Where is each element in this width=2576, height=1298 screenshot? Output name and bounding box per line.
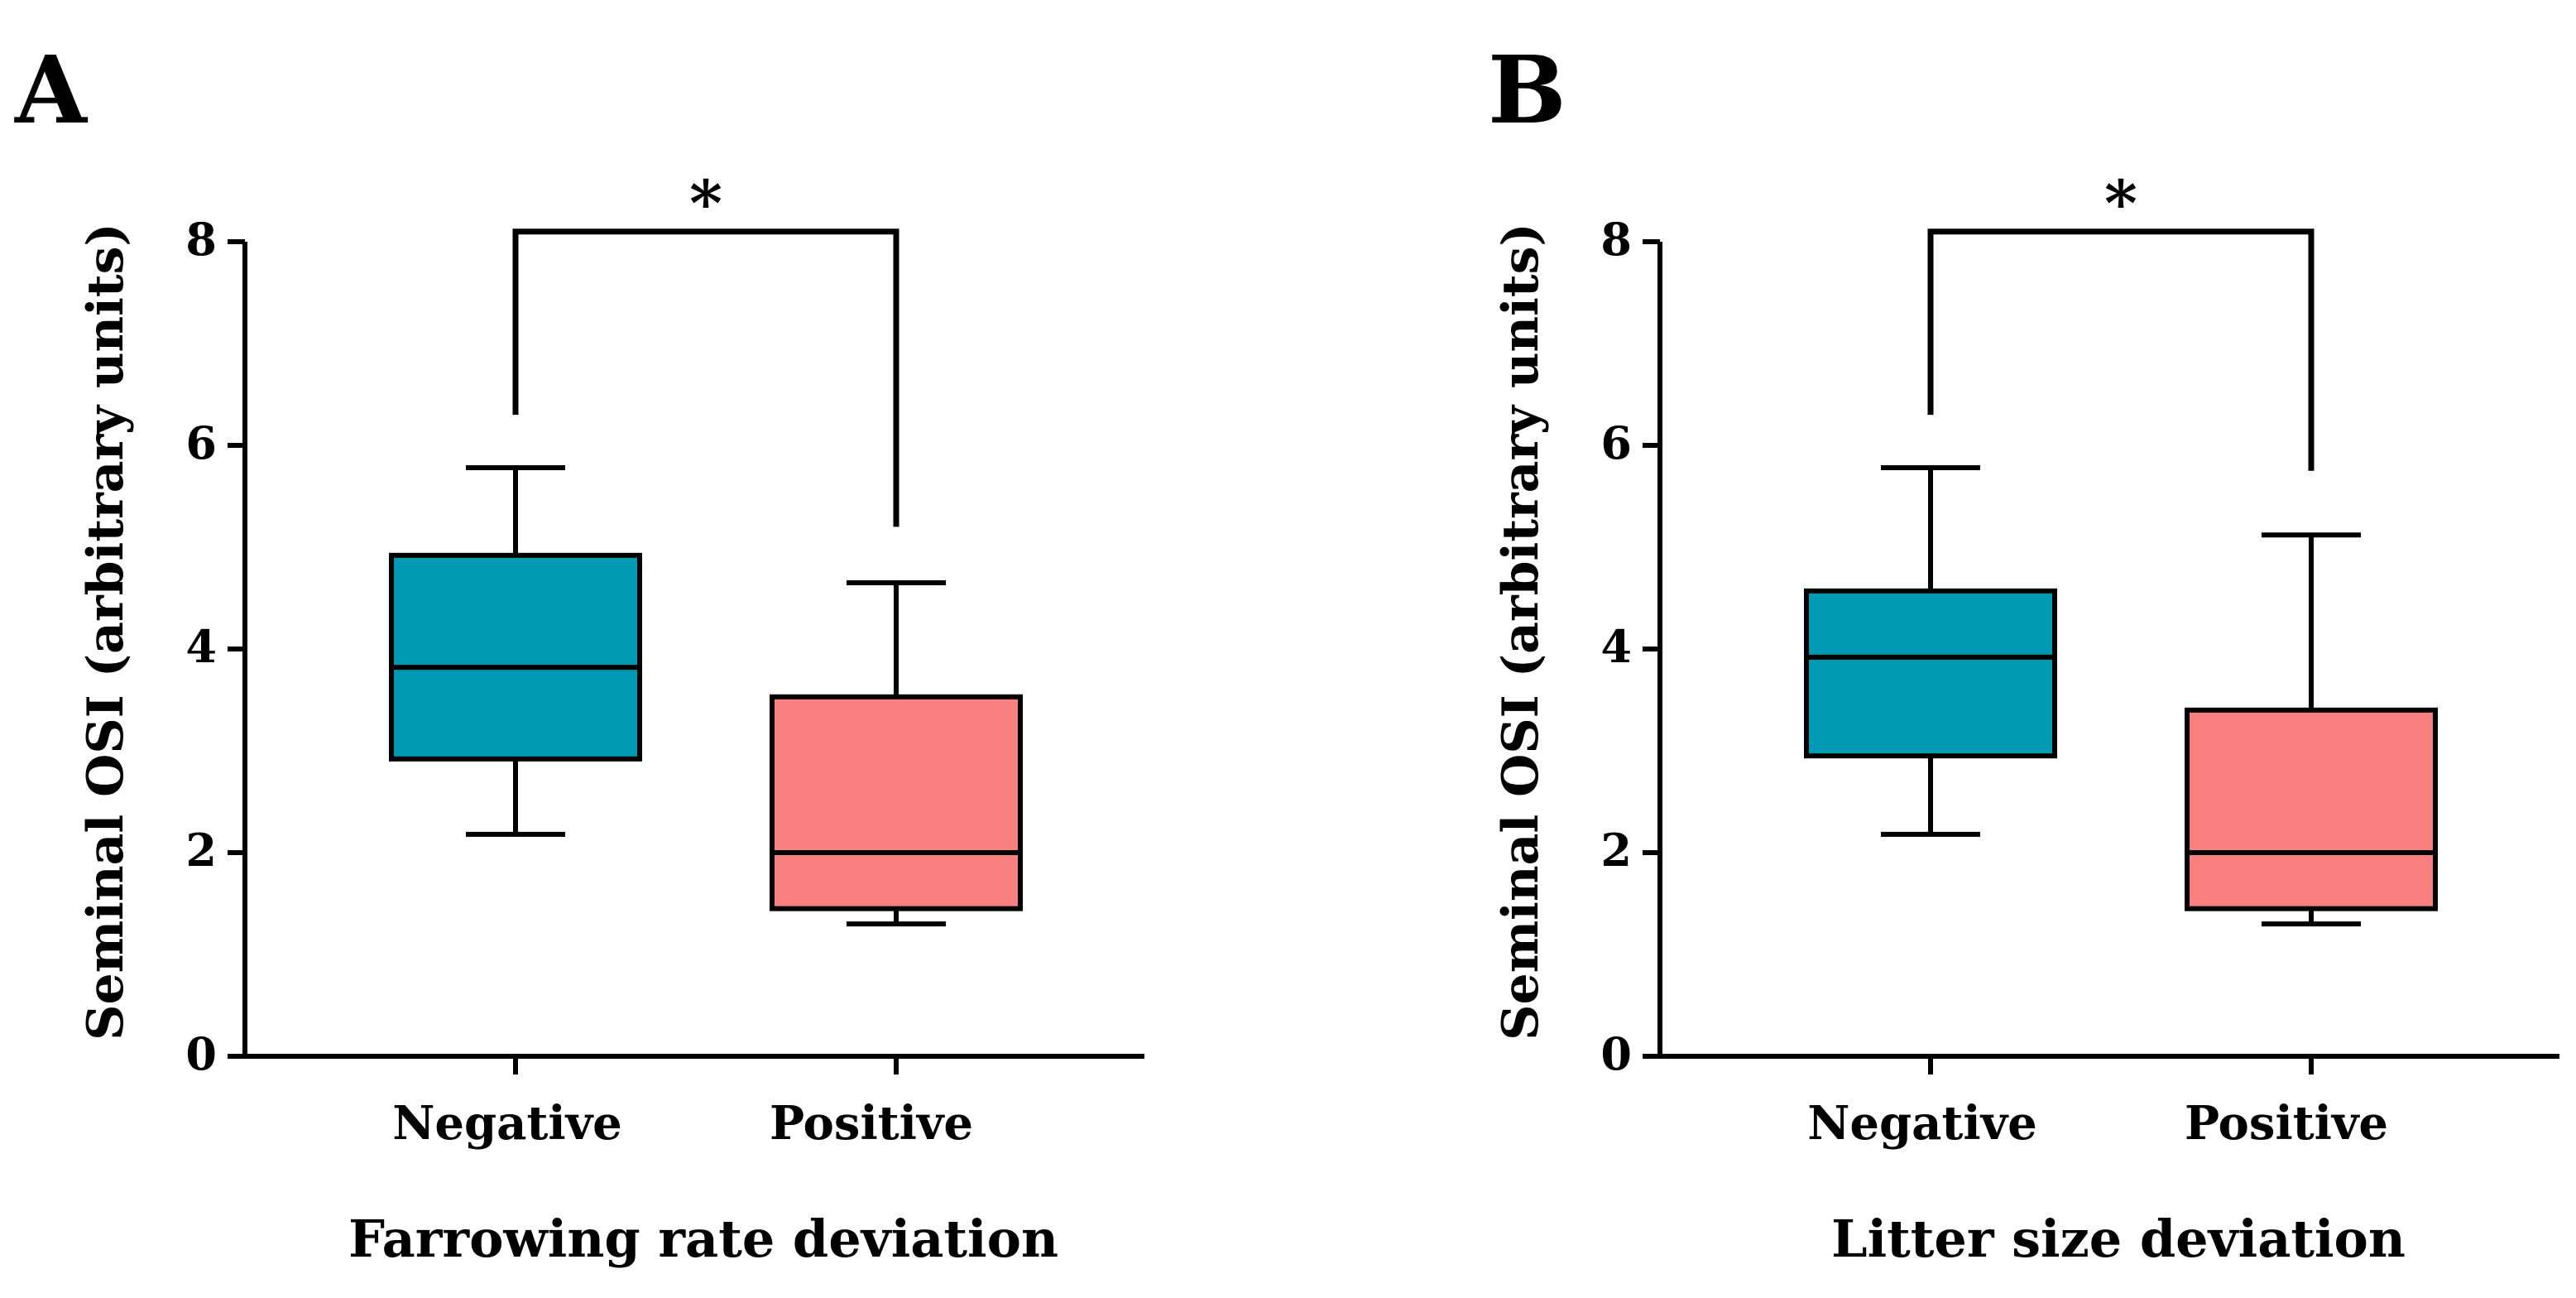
y-tick-label: 8: [1600, 213, 1632, 266]
iqr-box: [1804, 588, 2057, 759]
y-tick-label: 0: [185, 1027, 217, 1080]
significance-bracket: [512, 228, 899, 527]
panel-b: B Seminal OSI (arbitrary units) 0 2 4 6 …: [1488, 36, 2559, 1269]
x-category-label-positive: Positive: [770, 1096, 973, 1151]
panel-letter: B: [1488, 36, 1566, 145]
panel-a: A Seminal OSI (arbitrary units) 0 2 4 6 …: [14, 36, 1144, 1269]
y-tick-labels: 0 2 4 6 8: [185, 213, 217, 1080]
y-tick-label: 2: [1600, 824, 1632, 877]
significance-bracket: [1927, 228, 2315, 471]
y-tick-labels: 0 2 4 6 8: [1600, 213, 1632, 1080]
y-tick-label: 4: [1600, 620, 1632, 673]
y-axis-label: Seminal OSI (arbitrary units): [77, 223, 135, 1041]
box-negative: [389, 465, 642, 837]
y-ticks: [1643, 239, 1660, 1059]
x-ticks: [1928, 1056, 2314, 1074]
x-ticks: [513, 1056, 899, 1074]
x-axis-label: Litter size deviation: [1831, 1209, 2406, 1269]
y-tick-label: 0: [1600, 1027, 1632, 1080]
x-category-label-negative: Negative: [1807, 1096, 2037, 1151]
box-positive: [2185, 532, 2438, 927]
y-tick-label: 4: [185, 620, 217, 673]
x-category-label-negative: Negative: [392, 1096, 622, 1151]
box-negative: [1804, 465, 2057, 837]
y-tick-label: 6: [185, 416, 217, 469]
box-positive: [770, 580, 1023, 927]
y-tick-label: 6: [1600, 416, 1632, 469]
y-tick-label: 8: [185, 213, 217, 266]
panel-letter: A: [14, 36, 89, 145]
iqr-box: [770, 694, 1023, 911]
x-axis-label: Farrowing rate deviation: [348, 1209, 1058, 1269]
x-category-label-positive: Positive: [2185, 1096, 2388, 1151]
iqr-box: [389, 552, 642, 762]
significance-star: *: [689, 166, 722, 240]
axes-frame: [242, 242, 1144, 1059]
y-ticks: [228, 239, 245, 1059]
axes-frame: [1657, 242, 2559, 1059]
y-tick-label: 2: [185, 824, 217, 877]
iqr-box: [2185, 707, 2438, 911]
y-axis-label: Seminal OSI (arbitrary units): [1492, 223, 1550, 1041]
significance-star: *: [2104, 166, 2137, 240]
